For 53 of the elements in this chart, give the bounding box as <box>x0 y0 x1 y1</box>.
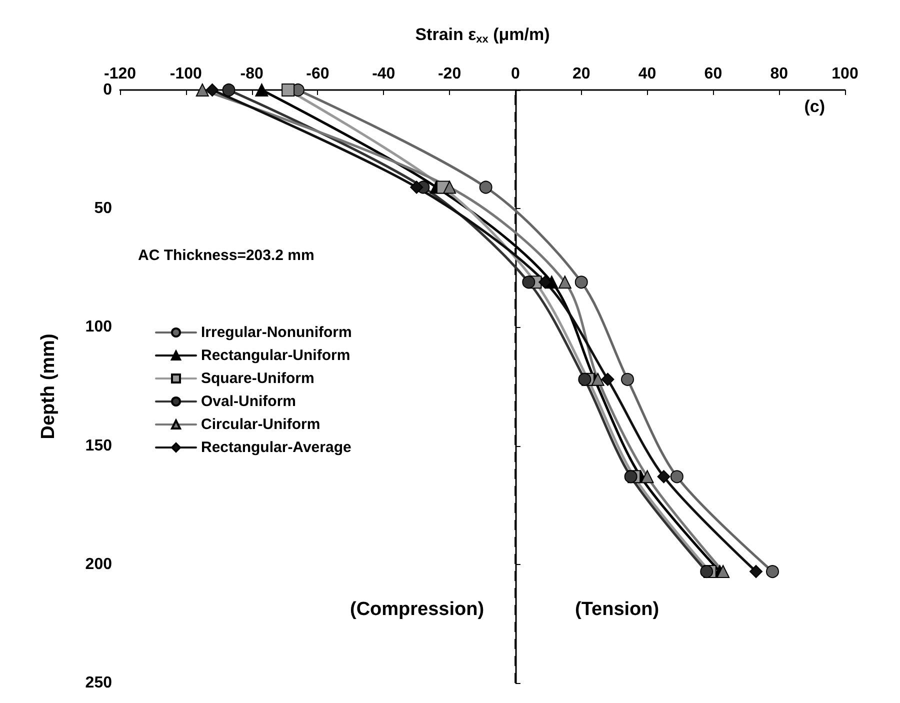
y-tick-label: 50 <box>94 200 112 218</box>
x-tick-label: -80 <box>240 66 264 82</box>
x-tick-label: -60 <box>306 66 330 82</box>
point <box>255 84 268 96</box>
annotation: AC Thickness=203.2 mm <box>138 247 314 264</box>
point <box>578 372 592 386</box>
y-tick-label: 100 <box>85 318 112 336</box>
y-tick-label: 150 <box>85 437 112 454</box>
y-tick-label: 250 <box>85 674 112 692</box>
legend-label: Square-Uniform <box>201 370 314 387</box>
point <box>640 470 654 484</box>
x-tick-label: 60 <box>704 66 722 82</box>
annotation: (c) <box>804 97 826 116</box>
x-tick-label: 20 <box>572 66 590 82</box>
annotation: (Tension) <box>575 599 660 620</box>
point <box>591 372 604 386</box>
legend-label: Oval-Uniform <box>201 393 296 410</box>
x-tick-label: 40 <box>638 66 656 82</box>
point <box>766 565 779 578</box>
point <box>538 276 552 289</box>
point <box>716 565 730 578</box>
point <box>522 276 536 289</box>
point <box>670 470 684 484</box>
x-tick-label: 0 <box>511 66 520 82</box>
legend-label: Irregular-Nonuniform <box>201 324 352 341</box>
point <box>624 470 638 484</box>
y-tick-label: 200 <box>85 556 112 573</box>
legend-label: Rectangular-Average <box>201 439 352 456</box>
point <box>621 372 634 386</box>
x-tick-label: -20 <box>438 66 462 82</box>
annotation: (Compression) <box>350 599 484 620</box>
x-tick-label: 100 <box>832 66 858 82</box>
x-tick-label: -40 <box>372 66 396 82</box>
x-tick-label: -100 <box>170 66 202 82</box>
y-tick-label: 0 <box>103 82 112 98</box>
point <box>601 372 614 386</box>
point <box>410 180 424 194</box>
point <box>479 180 492 194</box>
y-axis-title: Depth (mm) <box>38 334 59 440</box>
point <box>700 565 714 578</box>
point <box>750 565 763 578</box>
point <box>443 180 456 194</box>
point <box>222 84 236 96</box>
point <box>558 276 572 289</box>
legend-label: Circular-Uniform <box>201 416 320 433</box>
point <box>657 470 670 484</box>
x-tick-label: -120 <box>104 66 136 82</box>
x-tick-label: 80 <box>770 66 788 82</box>
point <box>574 276 588 289</box>
point <box>196 84 209 96</box>
point <box>206 84 219 96</box>
legend-label: Rectangular-Uniform <box>201 347 350 364</box>
point <box>282 84 295 96</box>
